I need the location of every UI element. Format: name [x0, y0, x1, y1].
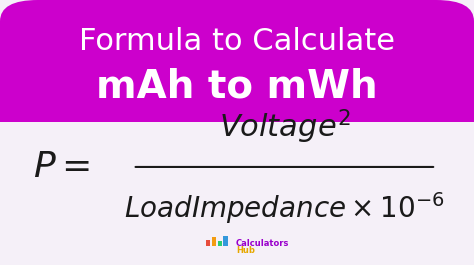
Bar — [218, 241, 222, 246]
Bar — [212, 237, 216, 246]
Text: $\mathit{LoadImpedance} \times 10^{-6}$: $\mathit{LoadImpedance} \times 10^{-6}$ — [124, 190, 445, 226]
Text: $\mathit{P} =$: $\mathit{P} =$ — [33, 150, 90, 184]
Bar — [206, 240, 210, 246]
Bar — [0, 76, 474, 122]
FancyBboxPatch shape — [0, 0, 474, 122]
Text: mAh to mWh: mAh to mWh — [96, 67, 378, 105]
Text: Formula to Calculate: Formula to Calculate — [79, 26, 395, 56]
Text: Calculators: Calculators — [236, 239, 290, 248]
Bar — [223, 236, 228, 246]
Text: $\mathit{Voltage}^2$: $\mathit{Voltage}^2$ — [219, 108, 350, 147]
Text: Hub: Hub — [236, 246, 255, 255]
